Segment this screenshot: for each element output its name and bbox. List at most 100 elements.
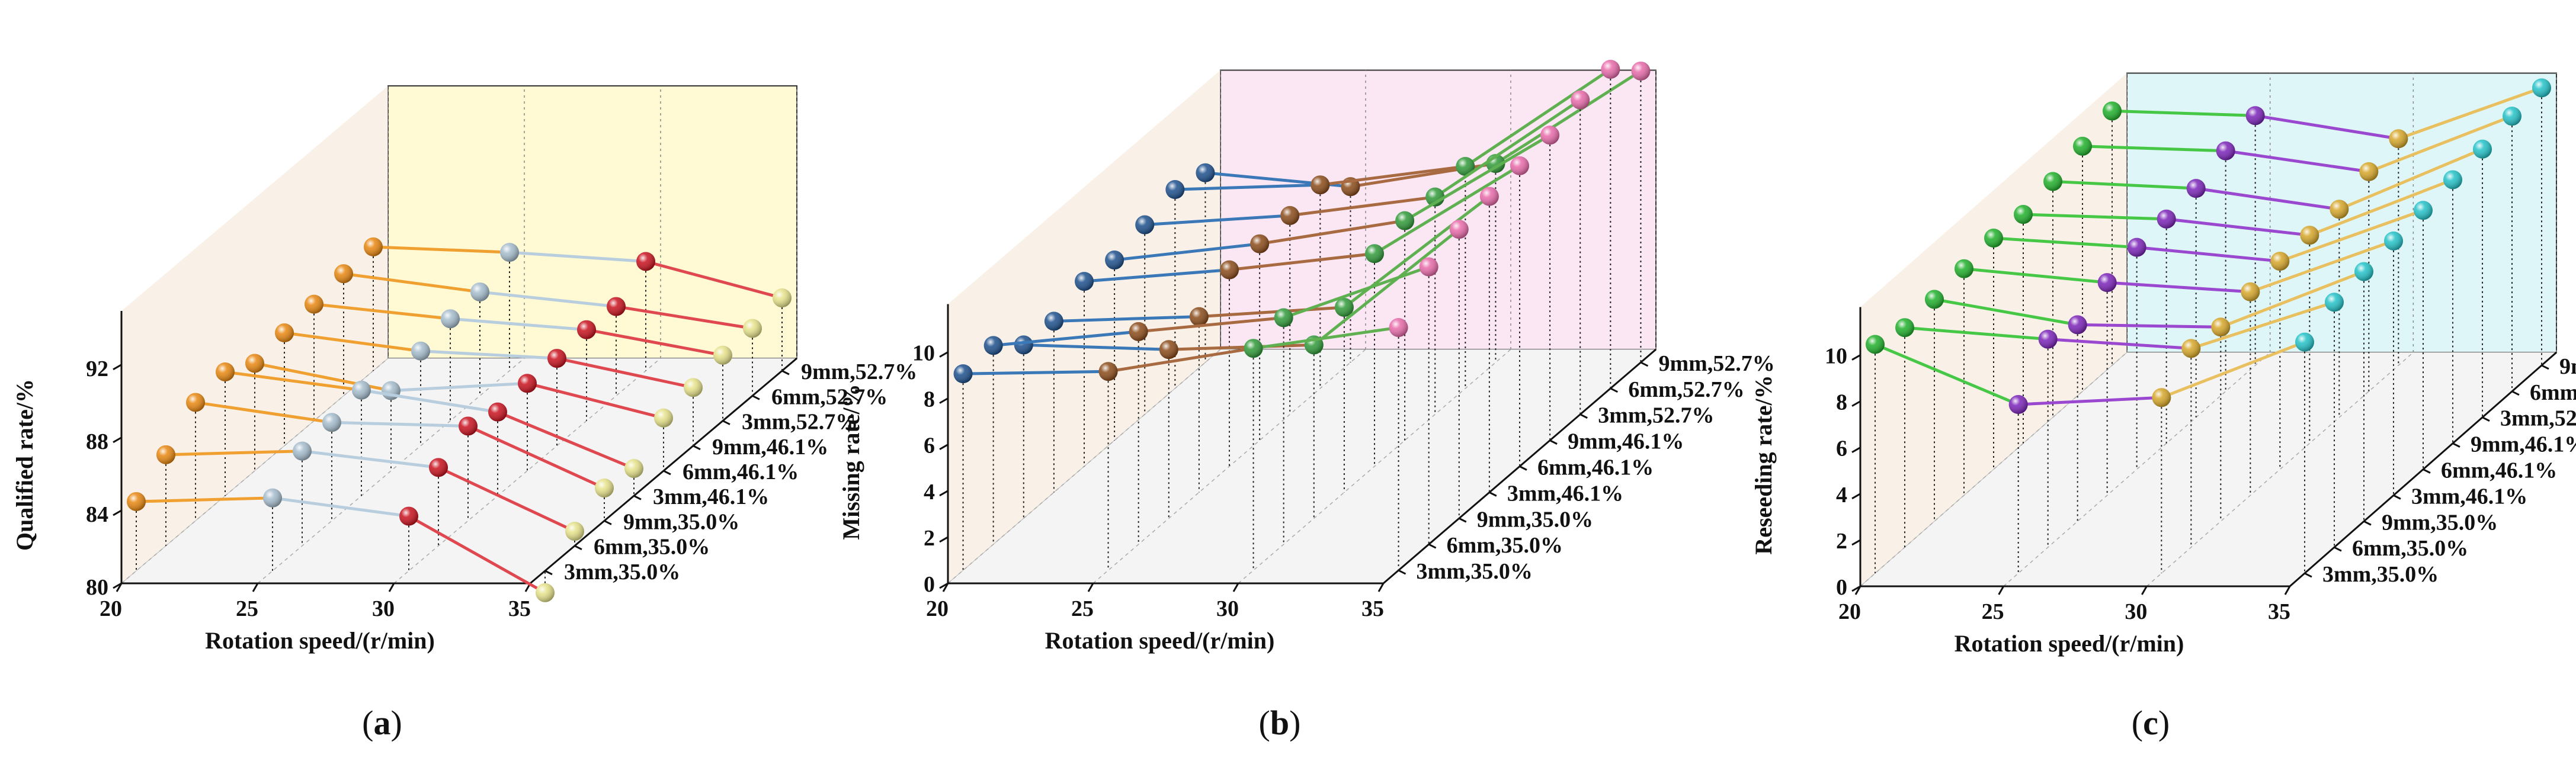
series-9mm,52.7%	[2103, 78, 2551, 365]
series-segment	[448, 317, 588, 332]
y-tick-label: 80	[86, 575, 108, 600]
series-segment	[478, 290, 618, 309]
series-segment	[271, 496, 411, 518]
series-segment	[1962, 267, 2109, 284]
data-point-highlight	[983, 336, 1003, 355]
series-segment	[1137, 316, 1286, 333]
data-point-highlight	[459, 416, 478, 436]
series-9mm,52.7%	[364, 237, 792, 371]
x-axis-title: Rotation speed/(r/min)	[1955, 630, 2184, 657]
depth-tick	[574, 545, 582, 551]
y-tick	[939, 351, 949, 358]
floor-grid-line	[1092, 349, 1366, 584]
data-point-highlight	[2152, 388, 2171, 407]
data-point-highlight	[2300, 226, 2319, 245]
data-point-highlight	[2127, 237, 2146, 257]
y-tick	[1851, 585, 1861, 592]
data-point-highlight	[953, 364, 973, 384]
series-6mm,35.0%	[1895, 293, 2344, 548]
data-point-highlight	[547, 349, 566, 368]
data-point-highlight	[1280, 205, 1300, 225]
data-point-highlight	[429, 458, 448, 477]
x-tick	[2284, 586, 2291, 595]
series-segment	[2337, 147, 2484, 211]
data-point-highlight	[1075, 272, 1094, 291]
data-point-highlight	[743, 319, 762, 338]
series-3mm,52.7%	[1135, 90, 1590, 415]
data-point-highlight	[577, 320, 596, 339]
data-point-highlight	[500, 243, 519, 262]
series-segment	[644, 259, 784, 300]
depth-tick-label: 9mm,46.1%	[712, 435, 828, 460]
data-point-highlight	[565, 522, 584, 541]
data-point-highlight	[1165, 180, 1185, 200]
series-segment	[342, 272, 482, 294]
data-point-highlight	[2414, 201, 2433, 220]
depth-tick	[1398, 569, 1406, 575]
series-9mm,35.0%	[1014, 220, 1469, 519]
series-3mm,52.7%	[305, 294, 732, 421]
depth-tick-label: 6mm,35.0%	[1447, 533, 1563, 558]
data-point-highlight	[322, 413, 341, 432]
series-segment	[1282, 265, 1431, 319]
depth-tick	[1428, 543, 1437, 549]
depth-tick	[633, 495, 642, 500]
data-point-highlight	[636, 252, 655, 271]
series-segment	[1052, 315, 1201, 323]
y-tick	[939, 536, 949, 543]
data-point-highlight	[2330, 200, 2349, 219]
depth-tick-label: 6mm,52.7%	[771, 384, 887, 409]
depth-tick-label: 3mm,52.7%	[742, 410, 858, 435]
data-point-highlight	[245, 354, 264, 373]
y-axis-title: Reseeding rate/%	[1750, 375, 1777, 554]
data-point-highlight	[2295, 332, 2314, 352]
data-point-highlight	[1631, 61, 1651, 81]
data-point-highlight	[488, 402, 507, 422]
data-point-highlight	[536, 583, 555, 602]
data-point-highlight	[263, 488, 282, 508]
depth-tick	[693, 445, 701, 451]
panel-label: (a)	[362, 704, 402, 742]
series-segment	[437, 465, 576, 533]
x-tick	[1377, 583, 1385, 592]
series-segment	[194, 400, 334, 424]
series-segment	[1903, 326, 2050, 341]
data-point-highlight	[1044, 312, 1063, 331]
data-point-highlight	[713, 345, 732, 365]
depth-tick	[2423, 468, 2431, 474]
depth-tick	[663, 470, 671, 476]
depth-tick	[752, 394, 760, 400]
x-tick-label: 35	[2268, 599, 2290, 624]
series-segment	[360, 388, 499, 414]
y-tick-label: 2	[1836, 529, 1847, 554]
y-tick-label: 6	[924, 434, 935, 458]
x-tick	[252, 583, 259, 592]
depth-tick-label: 6mm,52.7%	[2530, 380, 2576, 405]
data-point-highlight	[275, 323, 294, 343]
series-segment	[1197, 306, 1346, 319]
data-point-highlight	[607, 297, 626, 316]
depth-tick-label: 3mm,46.1%	[2411, 484, 2527, 509]
series-3mm,35.0%	[953, 318, 1408, 571]
depth-tick	[544, 570, 553, 576]
depth-tick	[2334, 546, 2342, 552]
x-tick-label: 30	[372, 596, 395, 621]
floor-grid-line	[1238, 349, 1511, 584]
depth-tick	[1489, 492, 1497, 497]
series-segment	[1228, 252, 1376, 272]
series-segment	[1252, 326, 1401, 350]
y-tick	[939, 397, 949, 404]
series-segment	[2135, 246, 2282, 263]
series-segment	[1373, 164, 1521, 255]
data-point-highlight	[2043, 172, 2062, 191]
series-segment	[614, 305, 754, 330]
x-tick-label: 30	[2125, 599, 2147, 624]
data-point-highlight	[2270, 252, 2290, 271]
x-tick-label: 20	[926, 596, 949, 621]
series-segment	[2160, 341, 2306, 399]
data-point-highlight	[2038, 329, 2058, 349]
series-3mm,46.1%	[1955, 231, 2403, 496]
data-point-highlight	[2216, 141, 2235, 160]
x-tick-label: 30	[1216, 596, 1239, 621]
